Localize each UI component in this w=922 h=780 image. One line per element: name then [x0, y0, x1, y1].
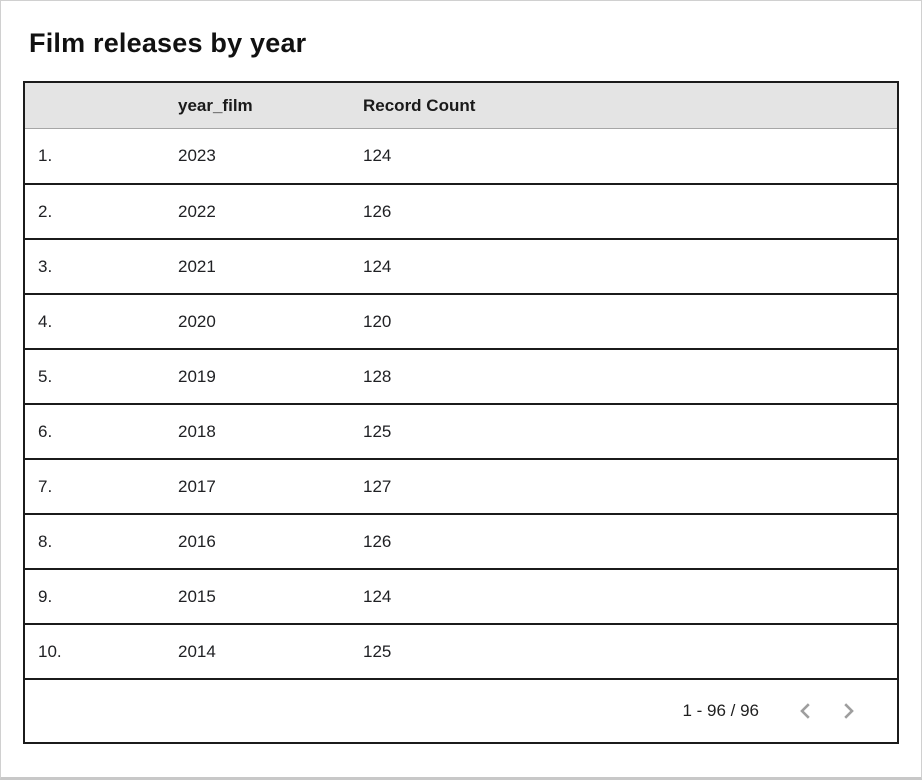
table-row: 9. 2015 124 [25, 568, 897, 623]
table-body: 1. 2023 124 2. 2022 126 3. 2021 124 4. 2020 120 5. 20… [25, 129, 897, 678]
record-count-cell: 126 [363, 531, 392, 551]
year-film-cell: 2016 [178, 531, 216, 551]
row-number-cell: 1. [38, 146, 53, 165]
record-count-cell: 127 [363, 476, 392, 496]
record-count-cell: 124 [363, 256, 392, 276]
table-row: 10. 2014 125 [25, 623, 897, 678]
record-count-cell: 128 [363, 366, 392, 386]
row-number-cell: 5. [38, 366, 53, 386]
pagination-prev-button[interactable] [785, 690, 827, 732]
row-number-cell: 3. [38, 256, 53, 276]
pagination-range-label: 1 - 96 / 96 [682, 701, 759, 720]
chart-title: Film releases by year [29, 28, 307, 58]
table-row: 2. 2022 126 [25, 183, 897, 238]
year-film-cell: 2019 [178, 366, 216, 386]
table-row: 4. 2020 120 [25, 293, 897, 348]
record-count-cell: 125 [363, 641, 392, 661]
year-film-cell: 2022 [178, 201, 216, 221]
chevron-right-icon [836, 699, 860, 723]
table-header-row: year_film Record Count [25, 83, 897, 129]
year-film-cell: 2023 [178, 146, 216, 165]
record-count-cell: 126 [363, 201, 392, 221]
header-cell-year-film[interactable]: year_film [178, 95, 253, 115]
chevron-left-icon [794, 699, 818, 723]
year-film-cell: 2018 [178, 421, 216, 441]
table-chart: year_film Record Count 1. 2023 124 2. 2022 12… [23, 81, 899, 744]
record-count-cell: 124 [363, 586, 392, 606]
year-film-cell: 2020 [178, 311, 216, 331]
table-row: 6. 2018 125 [25, 403, 897, 458]
year-film-cell: 2021 [178, 256, 216, 276]
row-number-cell: 8. [38, 531, 53, 551]
table-row: 1. 2023 124 [25, 129, 897, 183]
table-row: 7. 2017 127 [25, 458, 897, 513]
table-footer: 1 - 96 / 96 [25, 678, 897, 742]
pagination-next-button[interactable] [827, 690, 869, 732]
table-row: 8. 2016 126 [25, 513, 897, 568]
record-count-cell: 124 [363, 146, 392, 165]
year-film-cell: 2015 [178, 586, 216, 606]
header-cell-row-number [25, 83, 165, 128]
header-cell-record-count[interactable]: Record Count [363, 95, 476, 115]
table-row: 5. 2019 128 [25, 348, 897, 403]
record-count-cell: 120 [363, 311, 392, 331]
year-film-cell: 2017 [178, 476, 216, 496]
row-number-cell: 6. [38, 421, 53, 441]
table-row: 3. 2021 124 [25, 238, 897, 293]
record-count-cell: 125 [363, 421, 392, 441]
row-number-cell: 10. [38, 641, 62, 661]
row-number-cell: 7. [38, 476, 53, 496]
row-number-cell: 4. [38, 311, 53, 331]
row-number-cell: 9. [38, 586, 53, 606]
year-film-cell: 2014 [178, 641, 216, 661]
row-number-cell: 2. [38, 201, 53, 221]
